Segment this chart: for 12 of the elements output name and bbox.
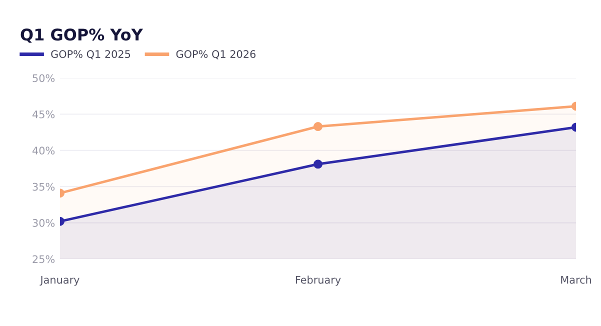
x-tick-label: January: [40, 276, 80, 286]
y-tick-label: 30%: [32, 219, 55, 227]
y-tick-label: 40%: [32, 146, 55, 155]
y-tick-label: 50%: [32, 74, 55, 82]
y-tick-label: 35%: [32, 182, 55, 191]
legend-label: GOP% Q1 2026: [176, 50, 256, 60]
chart-title: Q1 GOP% YoY: [20, 28, 144, 43]
y-tick-label: 25%: [32, 255, 55, 264]
legend-label: GOP% Q1 2025: [51, 50, 130, 60]
x-tick-label: March: [561, 276, 591, 284]
y-tick-label: 45%: [32, 110, 55, 118]
x-tick-label: February: [296, 276, 341, 286]
